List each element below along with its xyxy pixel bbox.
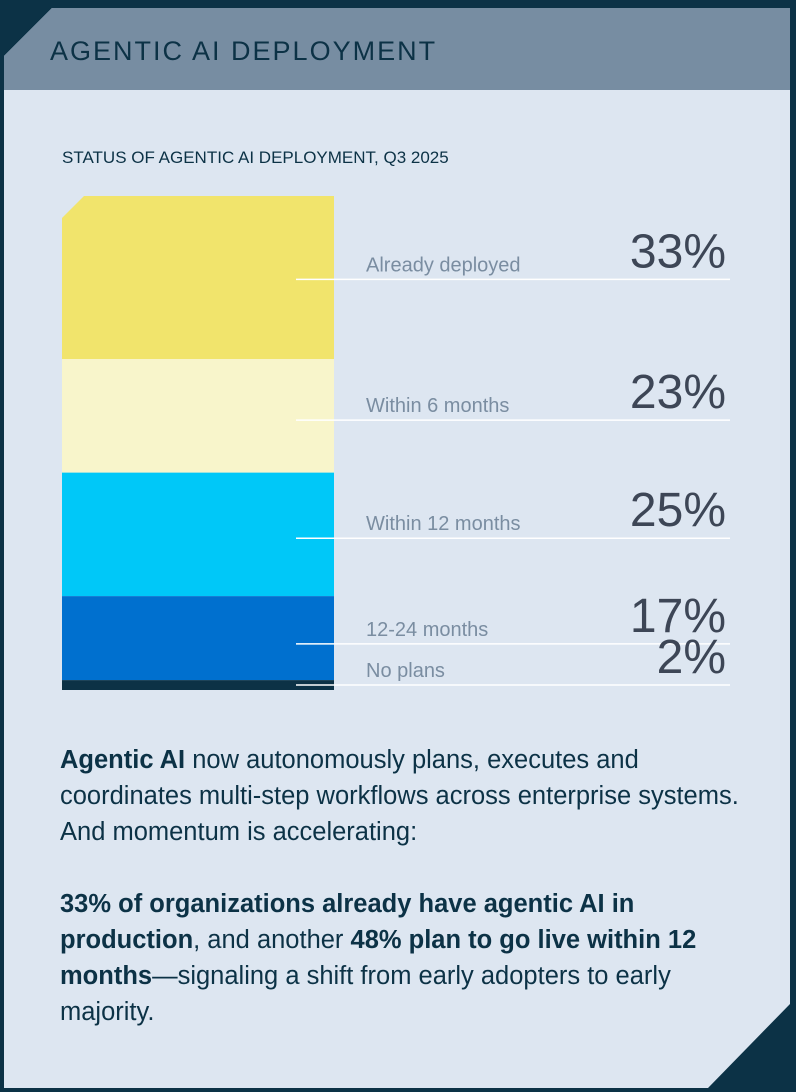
- p2-bold-1: 33% of organizations already have agenti…: [60, 890, 635, 954]
- segment-value-no-plans: 2%: [657, 631, 726, 684]
- paragraph-1: Agentic AI now autonomously plans, execu…: [60, 742, 750, 850]
- p1-bold: Agentic AI: [60, 746, 186, 774]
- body-text: Agentic AI now autonomously plans, execu…: [60, 742, 750, 1030]
- infographic-card: AGENTIC AI DEPLOYMENT STATUS OF AGENTIC …: [4, 8, 790, 1088]
- bar-segment-no-plans: [62, 680, 334, 690]
- paragraph-2: 33% of organizations already have agenti…: [60, 886, 750, 1030]
- segment-label-within-12-months: Within 12 months: [366, 513, 521, 535]
- segment-value-within-12-months: 25%: [630, 484, 726, 537]
- segment-label-within-6-months: Within 6 months: [366, 395, 509, 417]
- stacked-bar-chart: Already deployed 33% Within 6 months 23% Wit…: [62, 196, 730, 690]
- segment-label-no-plans: No plans: [366, 660, 445, 682]
- segment-value-12-24-months: 17%: [630, 590, 726, 643]
- segment-label-12-24-months: 12-24 months: [366, 619, 488, 641]
- segment-label-already-deployed: Already deployed: [366, 254, 521, 276]
- p2-text-1: , and another: [193, 926, 351, 954]
- p1-text: now autonomously plans, executes and coo…: [60, 746, 739, 846]
- segment-value-within-6-months: 23%: [630, 366, 726, 419]
- chart-title: STATUS OF AGENTIC AI DEPLOYMENT, Q3 2025: [62, 148, 449, 167]
- bar-segment-within-6-months: [62, 359, 334, 473]
- p2-text-2: —signaling a shift from early adopters t…: [60, 962, 671, 1026]
- header-title: AGENTIC AI DEPLOYMENT: [50, 36, 438, 66]
- p2-bold-2: 48% plan to go live within 12 months: [60, 926, 697, 990]
- bar-segment-within-12-months: [62, 472, 334, 597]
- bar-segment-12-24-months: [62, 596, 334, 681]
- header-bar: AGENTIC AI DEPLOYMENT: [4, 8, 790, 90]
- segment-value-already-deployed: 33%: [630, 225, 726, 278]
- bar-segment-already-deployed: [62, 196, 334, 360]
